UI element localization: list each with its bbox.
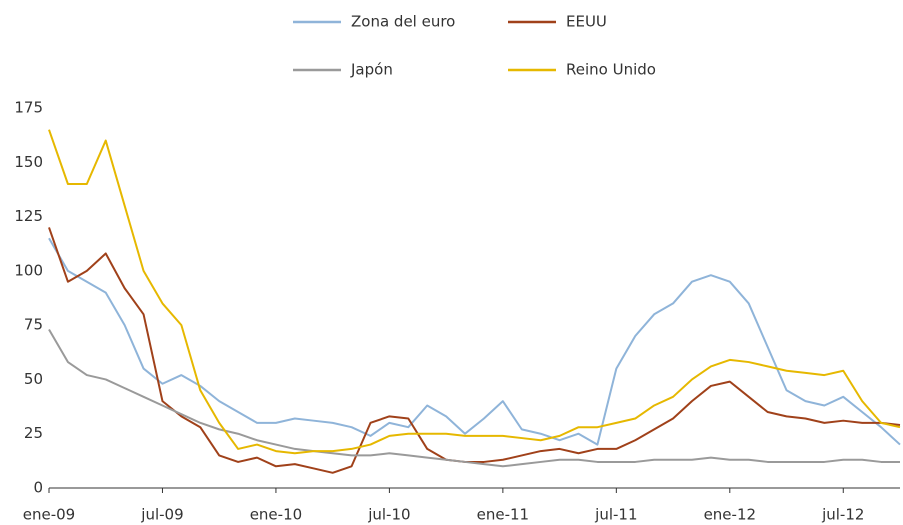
x-tick-label: ene-11 (477, 506, 529, 524)
legend-label: Reino Unido (566, 61, 656, 79)
y-tick-label: 175 (14, 99, 43, 117)
y-tick-label: 25 (24, 424, 43, 442)
y-tick-label: 125 (14, 207, 43, 225)
x-tick-label: jul-09 (140, 506, 183, 524)
x-tick-label: ene-09 (23, 506, 75, 524)
y-tick-label: 50 (24, 370, 43, 388)
y-tick-label: 75 (24, 316, 43, 334)
legend-label: Zona del euro (351, 13, 455, 31)
series-line (48, 328, 900, 468)
y-tick-label: 0 (33, 479, 43, 497)
legend-label: Japón (350, 61, 393, 79)
series-line (48, 237, 901, 446)
legend-label: EEUU (566, 13, 607, 31)
x-tick-label: ene-10 (250, 506, 302, 524)
y-tick-label: 100 (14, 261, 43, 279)
x-tick-label: jul-12 (821, 506, 864, 524)
x-tick-label: jul-10 (367, 506, 410, 524)
series-line (48, 129, 901, 455)
y-tick-label: 150 (14, 153, 43, 171)
x-tick-label: jul-11 (594, 506, 637, 524)
x-tick-label: ene-12 (704, 506, 756, 524)
series-line (48, 227, 901, 474)
